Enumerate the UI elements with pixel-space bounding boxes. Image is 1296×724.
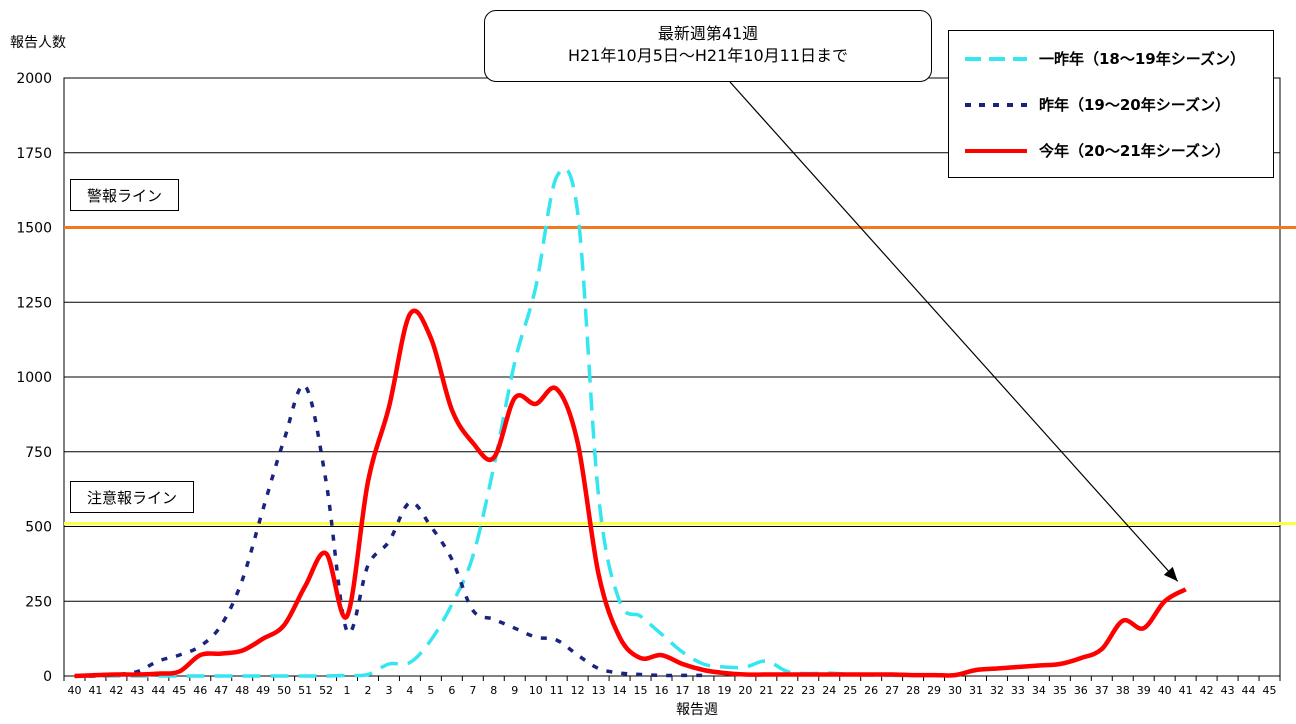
x-tick-label: 28 xyxy=(906,684,920,697)
x-tick-label: 29 xyxy=(927,684,941,697)
x-tick-label: 35 xyxy=(1053,684,1067,697)
y-tick-label: 500 xyxy=(25,520,52,536)
y-tick-label: 2000 xyxy=(16,71,52,87)
x-tick-label: 13 xyxy=(592,684,606,697)
x-tick-label: 9 xyxy=(511,684,518,697)
x-tick-label: 17 xyxy=(675,684,689,697)
series-line-this-year xyxy=(74,308,1187,679)
x-tick-label: 15 xyxy=(634,684,648,697)
x-tick-label: 27 xyxy=(885,684,899,697)
callout-line-1: 最新週第41週 xyxy=(657,24,759,43)
x-tick-label: 37 xyxy=(1095,684,1109,697)
legend-swatch-short-dash xyxy=(965,103,1027,107)
x-tick-label: 14 xyxy=(613,684,627,697)
x-tick-label: 8 xyxy=(490,684,497,697)
x-tick-label: 3 xyxy=(385,684,392,697)
x-tick-label: 47 xyxy=(214,684,228,697)
x-axis-title: 報告週 xyxy=(676,702,718,718)
series-line-last-year xyxy=(74,383,704,678)
x-tick-label: 51 xyxy=(298,684,312,697)
x-tick-label: 4 xyxy=(406,684,413,697)
x-tick-label: 44 xyxy=(1242,684,1256,697)
x-tick-label: 25 xyxy=(843,684,857,697)
x-tick-label: 42 xyxy=(1200,684,1214,697)
x-tick-label: 45 xyxy=(172,684,186,697)
latest-week-callout: 最新週第41週 H21年10月5日～H21年10月11日まで xyxy=(484,10,932,82)
x-tick-label: 46 xyxy=(193,684,207,697)
x-tick-label: 45 xyxy=(1263,684,1277,697)
x-tick-label: 22 xyxy=(780,684,794,697)
x-tick-label: 12 xyxy=(571,684,585,697)
legend: 一昨年（18～19年シーズン） 昨年（19～20年シーズン） 今年（20～21年… xyxy=(948,30,1274,178)
y-tick-label: 0 xyxy=(43,669,52,685)
x-tick-label: 20 xyxy=(738,684,752,697)
y-tick-label: 1250 xyxy=(16,295,52,311)
x-tick-label: 21 xyxy=(759,684,773,697)
callout-arrow-head xyxy=(1163,566,1178,582)
x-tick-label: 50 xyxy=(277,684,291,697)
legend-label: 一昨年（18～19年シーズン） xyxy=(1039,50,1245,68)
y-tick-label: 1000 xyxy=(16,370,52,386)
x-tick-label: 10 xyxy=(529,684,543,697)
x-tick-label: 16 xyxy=(655,684,669,697)
x-tick-label: 40 xyxy=(67,684,81,697)
x-tick-label: 39 xyxy=(1137,684,1151,697)
x-tick-label: 34 xyxy=(1032,684,1046,697)
x-tick-label: 2 xyxy=(365,684,372,697)
legend-label: 今年（20～21年シーズン） xyxy=(1039,142,1230,160)
x-tick-label: 19 xyxy=(717,684,731,697)
x-tick-label: 40 xyxy=(1158,684,1172,697)
callout-line-2: H21年10月5日～H21年10月11日まで xyxy=(567,46,849,65)
x-tick-label: 32 xyxy=(990,684,1004,697)
legend-item-two-years-ago: 一昨年（18～19年シーズン） xyxy=(963,47,1263,71)
x-tick-label: 30 xyxy=(948,684,962,697)
caution-line-label: 注意報ライン xyxy=(70,481,195,513)
y-axis-title: 報告人数 xyxy=(10,35,66,51)
legend-swatch-solid xyxy=(965,149,1027,153)
y-tick-label: 1500 xyxy=(16,221,52,237)
x-tick-label: 48 xyxy=(235,684,249,697)
x-tick-label: 7 xyxy=(469,684,476,697)
x-tick-label: 44 xyxy=(151,684,165,697)
x-tick-label: 24 xyxy=(822,684,836,697)
x-tick-label: 1 xyxy=(344,684,351,697)
legend-swatch-long-dash xyxy=(965,57,1027,61)
x-tick-label: 43 xyxy=(1221,684,1235,697)
x-tick-label: 26 xyxy=(864,684,878,697)
x-tick-label: 38 xyxy=(1116,684,1130,697)
x-tick-label: 6 xyxy=(448,684,455,697)
x-tick-label: 41 xyxy=(88,684,102,697)
y-tick-label: 1750 xyxy=(16,146,52,162)
legend-item-last-year: 昨年（19～20年シーズン） xyxy=(963,93,1263,117)
x-tick-label: 31 xyxy=(969,684,983,697)
x-tick-label: 49 xyxy=(256,684,270,697)
y-tick-label: 750 xyxy=(25,445,52,461)
alarm-line-label: 警報ライン xyxy=(70,179,180,211)
legend-label: 昨年（19～20年シーズン） xyxy=(1039,96,1230,114)
x-tick-label: 33 xyxy=(1011,684,1025,697)
x-tick-label: 11 xyxy=(550,684,564,697)
x-tick-label: 5 xyxy=(427,684,434,697)
x-tick-label: 18 xyxy=(696,684,710,697)
x-tick-label: 43 xyxy=(130,684,144,697)
callout-arrow-line xyxy=(729,81,1179,582)
x-tick-label: 41 xyxy=(1179,684,1193,697)
y-tick-label: 250 xyxy=(25,594,52,610)
x-tick-label: 42 xyxy=(109,684,123,697)
x-tick-label: 36 xyxy=(1074,684,1088,697)
x-tick-label: 52 xyxy=(319,684,333,697)
legend-item-this-year: 今年（20～21年シーズン） xyxy=(963,139,1263,163)
x-tick-label: 23 xyxy=(801,684,815,697)
